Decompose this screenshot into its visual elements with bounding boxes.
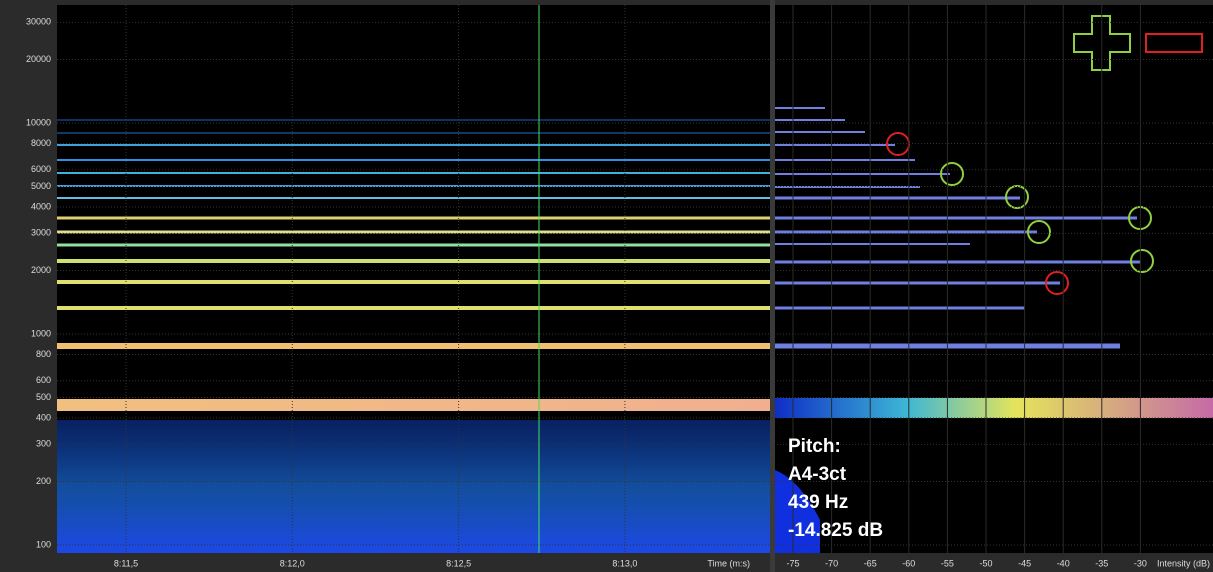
pitch-note: A4-3ct xyxy=(788,464,847,485)
pitch-label: Pitch: xyxy=(788,436,841,457)
spectrum-peak xyxy=(775,260,1140,264)
intensity-tick-label: -30 xyxy=(1134,558,1147,568)
harmonic-bands xyxy=(57,119,770,411)
freq-tick-label: 8000 xyxy=(31,138,51,148)
spectrum-peak xyxy=(775,306,1025,310)
spectrum-peak xyxy=(775,144,895,146)
intensity-tick-label: -75 xyxy=(786,558,799,568)
harmonic-band xyxy=(57,144,770,146)
harmonic-band xyxy=(57,119,770,121)
freq-tick-label: 200 xyxy=(36,476,51,486)
intensity-tick-label: -65 xyxy=(864,558,877,568)
fundamental-peak xyxy=(775,398,1213,418)
intensity-tick-label: -35 xyxy=(1095,558,1108,568)
divider[interactable] xyxy=(770,0,775,572)
spectrum-peak xyxy=(775,243,970,245)
pitch-readout: Pitch: A4-3ct 439 Hz -14.825 dB xyxy=(788,436,883,541)
harmonic-band xyxy=(57,216,770,220)
time-tick-label: 8:12,0 xyxy=(280,558,305,568)
freq-tick-label: 2000 xyxy=(31,265,51,275)
harmonic-band xyxy=(57,243,770,247)
freq-tick-label: 10000 xyxy=(26,117,51,127)
harmonic-band xyxy=(57,306,770,310)
harmonic-band xyxy=(57,343,770,349)
freq-tick-label: 5000 xyxy=(31,181,51,191)
harmonic-band xyxy=(57,132,770,134)
spectrum-peak xyxy=(775,159,915,161)
freq-tick-label: 6000 xyxy=(31,164,51,174)
harmonic-band xyxy=(57,399,770,411)
intensity-tick-label: -50 xyxy=(979,558,992,568)
axes: 30000 20000 10000 8000 6000 5000 4000 3000 2000 1… xyxy=(26,5,1213,568)
harmonic-band xyxy=(57,259,770,263)
intensity-tick-label: -60 xyxy=(902,558,915,568)
harmonic-band xyxy=(57,159,770,161)
spectrum-peak xyxy=(775,119,845,121)
spectrum-peak xyxy=(775,131,865,133)
spectrum-peak xyxy=(775,107,825,109)
pitch-level: -14.825 dB xyxy=(788,520,883,541)
pitch-frequency: 439 Hz xyxy=(788,492,848,513)
intensity-tick-label: -55 xyxy=(941,558,954,568)
annotations xyxy=(886,15,1203,295)
freq-tick-label: 3000 xyxy=(31,228,51,238)
freq-tick-label: 800 xyxy=(36,349,51,359)
freq-tick-label: 400 xyxy=(36,412,51,422)
intensity-axis-label: Intensity (dB) xyxy=(1157,558,1210,568)
freq-tick-label: 30000 xyxy=(26,17,51,27)
time-tick-label: 8:13,0 xyxy=(612,558,637,568)
harmonic-band xyxy=(57,197,770,199)
freq-tick-label: 300 xyxy=(36,439,51,449)
spectrum-peak xyxy=(775,281,1060,285)
noise-floor xyxy=(57,420,770,553)
spectrum-peak xyxy=(775,196,1020,200)
intensity-tick-label: -45 xyxy=(1018,558,1031,568)
freq-tick-label: 1000 xyxy=(31,328,51,338)
harmonic-band xyxy=(57,172,770,174)
freq-tick-label: 500 xyxy=(36,392,51,402)
time-axis-label: Time (m:s) xyxy=(707,558,750,568)
intensity-tick-label: -40 xyxy=(1057,558,1070,568)
freq-tick-label: 600 xyxy=(36,375,51,385)
freq-tick-label: 20000 xyxy=(26,54,51,64)
intensity-tick-label: -70 xyxy=(825,558,838,568)
harmonic-band xyxy=(57,230,770,234)
time-tick-label: 8:11,5 xyxy=(114,558,138,568)
harmonic-band xyxy=(57,280,770,284)
spectrum-peak xyxy=(775,186,920,188)
spectrum-peak xyxy=(775,173,950,175)
spectrum-low xyxy=(775,470,820,553)
time-tick-label: 8:12,5 xyxy=(446,558,471,568)
freq-tick-label: 4000 xyxy=(31,201,51,211)
harmonic-band xyxy=(57,185,770,187)
freq-tick-label: 100 xyxy=(36,539,51,549)
spectrum-peak xyxy=(775,216,1137,220)
spectrum-peak xyxy=(775,230,1037,234)
